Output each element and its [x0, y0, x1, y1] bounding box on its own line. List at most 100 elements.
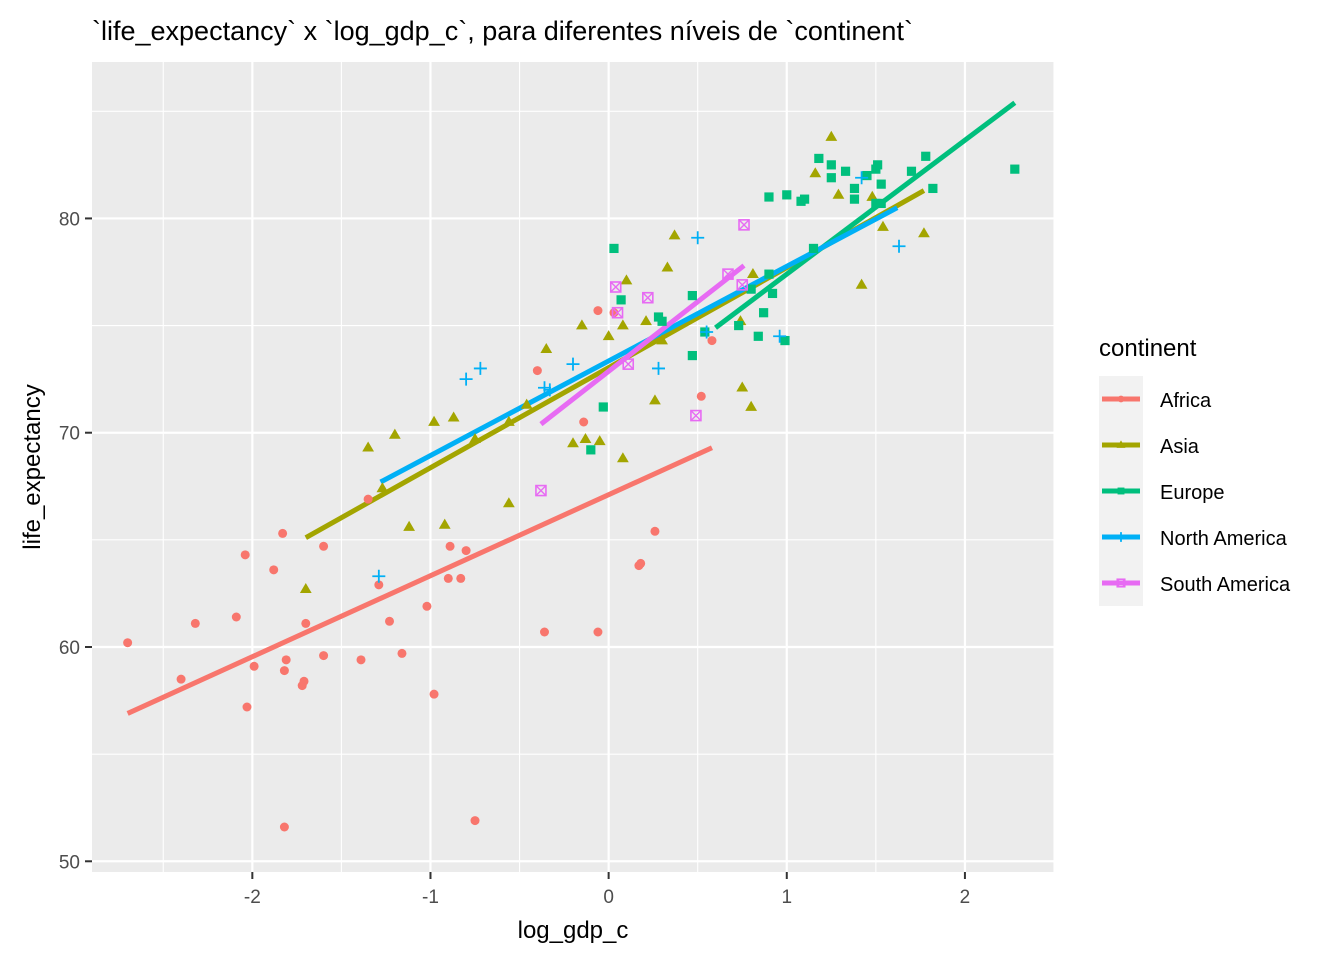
legend-key-marker: [1116, 440, 1126, 448]
data-point: [809, 167, 822, 178]
data-point: [700, 325, 714, 339]
data-point: [1010, 164, 1020, 174]
data-point: [780, 335, 790, 346]
data-point: [388, 428, 401, 439]
data-point: [269, 565, 279, 575]
data-point: [240, 550, 250, 560]
data-point: [782, 190, 792, 200]
data-point: [862, 170, 872, 181]
data-point: [918, 227, 930, 238]
data-point: [176, 674, 186, 684]
y-tick-label: 80: [59, 209, 80, 230]
data-point: [873, 160, 883, 170]
fit-lines: [126, 100, 1017, 716]
data-point: [281, 655, 291, 665]
x-axis: -2 -1 0 1 2: [244, 872, 970, 908]
data-point: [764, 192, 774, 202]
data-point: [385, 616, 395, 626]
data-point: [456, 573, 466, 583]
data-point: [362, 441, 375, 452]
data-point: [469, 432, 481, 443]
data-point: [537, 381, 551, 395]
data-point: [826, 173, 836, 183]
data-point: [299, 582, 312, 593]
data-point: [734, 320, 744, 331]
x-axis-label: log_gdp_c: [518, 917, 629, 944]
data-point: [593, 627, 603, 637]
data-point: [502, 415, 515, 426]
data-point: [540, 342, 553, 353]
data-point: [445, 541, 455, 551]
data-point: [279, 666, 289, 676]
fit-line: [714, 100, 1017, 330]
data-point: [543, 383, 557, 397]
data-point: [696, 391, 706, 401]
data-point: [690, 409, 702, 422]
data-point: [722, 268, 734, 280]
data-point: [921, 151, 931, 161]
data-point: [593, 435, 606, 446]
y-axis-label: life_expectancy: [19, 384, 46, 549]
data-point: [249, 661, 259, 671]
fit-line: [539, 263, 746, 427]
data-point: [767, 288, 778, 299]
data-point: [459, 372, 473, 386]
data-point: [579, 432, 592, 443]
data-point: [609, 243, 619, 254]
data-point: [832, 188, 845, 199]
data-point: [566, 357, 580, 371]
data-point: [855, 171, 869, 185]
data-point: [403, 520, 415, 531]
data-point: [372, 569, 386, 583]
data-point: [532, 366, 542, 376]
data-point: [906, 166, 917, 176]
data-point: [598, 402, 608, 412]
data-point: [849, 183, 860, 194]
data-point: [746, 284, 756, 294]
legend-title: continent: [1099, 335, 1197, 362]
legend-key-marker: [1117, 487, 1125, 495]
y-axis: 50 60 70 80: [59, 209, 92, 873]
data-point: [520, 398, 533, 409]
data-points: [123, 130, 1020, 832]
data-point: [668, 229, 681, 240]
legend-label: North America: [1160, 528, 1288, 550]
data-point: [840, 166, 851, 176]
data-point: [299, 676, 309, 686]
data-point: [826, 160, 836, 170]
legend-key-marker: [1116, 578, 1126, 588]
data-point: [470, 816, 480, 826]
data-point: [747, 267, 759, 278]
data-point: [745, 400, 758, 411]
fit-line: [126, 445, 713, 716]
data-point: [356, 655, 366, 665]
data-point: [849, 194, 860, 204]
legend-label: Asia: [1160, 436, 1200, 458]
data-point: [928, 183, 938, 194]
data-point: [616, 452, 629, 463]
data-point: [278, 528, 288, 538]
data-point: [656, 334, 668, 345]
data-point: [429, 689, 439, 699]
data-point: [579, 417, 589, 427]
data-point: [447, 411, 460, 422]
data-point: [616, 319, 629, 330]
data-point: [438, 518, 451, 529]
data-point: [374, 580, 384, 590]
data-point: [609, 281, 622, 293]
data-point: [736, 381, 749, 392]
data-point: [567, 437, 579, 448]
legend-key-marker: [1117, 395, 1125, 403]
data-point: [652, 361, 666, 375]
data-point: [753, 331, 763, 341]
data-point: [319, 651, 329, 661]
data-point: [871, 198, 881, 209]
data-point: [602, 330, 615, 341]
y-tick-label: 50: [59, 852, 80, 873]
data-point: [611, 306, 624, 319]
x-tick-label: -1: [422, 887, 439, 908]
data-point: [636, 558, 646, 568]
data-point: [814, 153, 824, 164]
data-point: [443, 573, 453, 583]
data-point: [892, 239, 906, 253]
